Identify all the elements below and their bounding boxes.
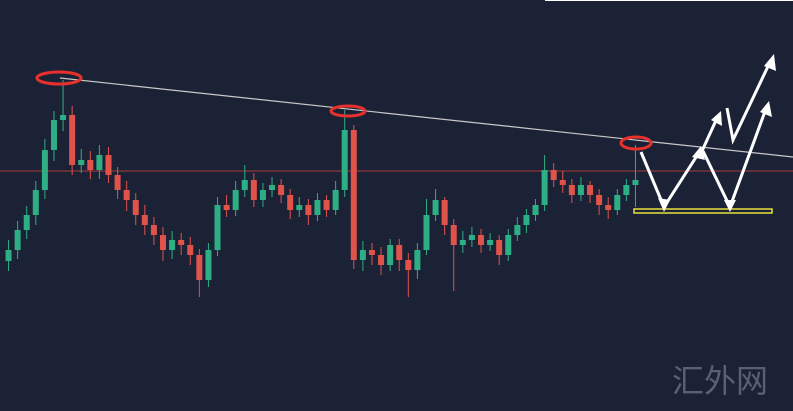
candle-body	[78, 160, 85, 165]
candle-body	[5, 250, 12, 261]
candle-body	[160, 235, 166, 250]
candle-body	[478, 235, 484, 245]
candle-body	[14, 230, 21, 250]
candle-body	[568, 185, 575, 195]
candle-body	[223, 205, 230, 210]
candle-body	[196, 255, 203, 280]
candle-body	[514, 225, 521, 235]
candle-body	[332, 190, 339, 210]
candle-body	[350, 130, 357, 260]
candle-body	[468, 235, 475, 240]
candle-body	[41, 150, 48, 190]
candle-body	[496, 240, 503, 255]
arrow-path	[725, 59, 773, 145]
candle-body	[432, 200, 439, 215]
candle-body	[550, 170, 557, 180]
candle-body	[60, 115, 67, 120]
candle-body	[505, 235, 512, 255]
candle-body	[577, 185, 584, 195]
candle-body	[250, 180, 257, 200]
candle-body	[587, 185, 594, 195]
candle-body	[378, 255, 385, 265]
candle-body	[323, 200, 330, 210]
candle-body	[387, 245, 394, 265]
candle-body	[423, 215, 430, 250]
candle-body	[523, 215, 530, 225]
candle-body	[123, 190, 130, 200]
candle-body	[414, 250, 421, 270]
arrow-heads	[658, 54, 776, 212]
candle-body	[178, 240, 185, 245]
trend-line	[59, 77, 793, 158]
candle-body	[359, 250, 366, 260]
candle-body	[459, 240, 466, 245]
candle-body	[114, 175, 121, 190]
candle-body	[614, 195, 621, 210]
candle-body	[150, 225, 157, 235]
candle-body	[596, 195, 603, 205]
arrow-head	[760, 101, 772, 117]
candle-body	[541, 170, 548, 205]
candle-body	[605, 205, 612, 210]
candle-body	[259, 190, 266, 200]
candle-body	[141, 215, 148, 225]
candle-body	[532, 205, 539, 215]
candle-body	[341, 130, 348, 190]
support-line	[633, 208, 773, 214]
candle-body	[50, 120, 57, 150]
candle-body	[214, 205, 221, 250]
arrow-head	[764, 54, 776, 71]
arrow-head	[711, 111, 722, 126]
candle-body	[69, 115, 76, 165]
candle-body	[287, 195, 294, 210]
candle-body	[269, 185, 276, 190]
candle-body	[132, 200, 139, 215]
candle-body	[396, 245, 403, 260]
arrow-head	[724, 200, 736, 212]
candles	[5, 80, 639, 297]
candle-body	[305, 205, 312, 215]
watermark: 汇外网	[672, 362, 768, 400]
candle-body	[559, 180, 566, 185]
arrow-head	[692, 146, 705, 160]
candle-body	[405, 260, 412, 270]
candle-body	[105, 155, 112, 175]
candle-body	[278, 185, 285, 195]
candle-body	[23, 215, 30, 230]
candle-body	[241, 180, 248, 190]
candle-body	[96, 155, 103, 170]
candle-body	[632, 180, 639, 185]
peak-marker	[329, 104, 367, 118]
candle-body	[205, 250, 212, 280]
peak-marker	[35, 70, 83, 86]
candle-body	[296, 205, 303, 210]
candle-body	[87, 160, 94, 170]
candle-body	[32, 190, 39, 215]
candle-body	[623, 185, 630, 195]
candle-body	[187, 245, 194, 255]
candle-body	[169, 240, 176, 250]
peak-marker	[619, 135, 653, 151]
candle-body	[368, 250, 375, 255]
candle-body	[487, 240, 494, 245]
candle-body	[441, 200, 448, 225]
candle-body	[314, 200, 321, 215]
arrow-head	[658, 198, 670, 212]
candle-body	[450, 225, 457, 245]
candle-body	[232, 190, 239, 210]
